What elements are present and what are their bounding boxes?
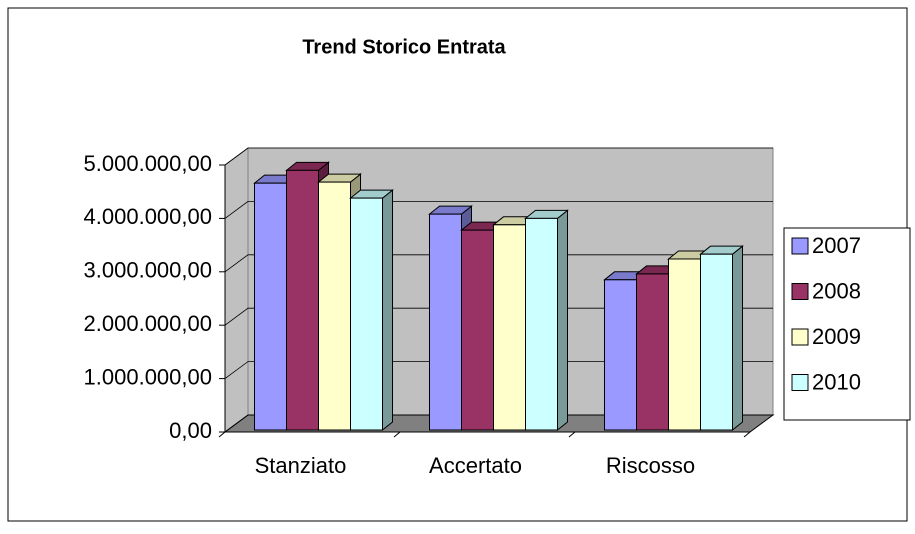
x-tick-label: Riscosso — [606, 453, 695, 478]
y-tick-label: 3.000.000,00 — [84, 258, 212, 283]
legend-swatch — [791, 283, 809, 300]
y-tick-label: 0,00 — [169, 418, 212, 443]
legend-label: 2010 — [812, 369, 861, 394]
y-tick-label: 2.000.000,00 — [84, 311, 212, 336]
chart-title: Trend Storico Entrata — [302, 36, 506, 58]
grid-line — [224, 361, 773, 379]
bar-side-shade — [732, 246, 743, 430]
x-tick — [743, 431, 751, 438]
bar — [525, 217, 558, 431]
legend-label: 2009 — [812, 324, 861, 349]
side-wall — [224, 147, 249, 433]
legend-label: 2007 — [812, 233, 861, 258]
x-tick — [393, 431, 401, 438]
bar — [429, 213, 462, 431]
legend-swatch — [791, 374, 809, 391]
y-tick-label: 5.000.000,00 — [84, 151, 212, 176]
bar-top-shade — [429, 206, 472, 215]
bar — [254, 182, 287, 431]
bar-top-shade — [525, 210, 568, 219]
bar — [636, 273, 669, 431]
grid-line — [224, 307, 773, 326]
grid-line — [224, 254, 773, 273]
bar — [668, 258, 701, 431]
bar-side-shade — [382, 190, 393, 430]
grid-line — [224, 414, 773, 433]
bar — [493, 224, 526, 431]
bar — [700, 253, 733, 431]
legend-swatch — [791, 237, 809, 255]
bar — [286, 169, 319, 431]
y-tick-label: 4.000.000,00 — [84, 204, 212, 229]
bar-top-shade — [286, 162, 329, 171]
bar-top-shade — [700, 246, 743, 255]
grid-line — [224, 200, 773, 219]
bar — [350, 197, 383, 431]
x-tick-label: Accertato — [429, 453, 522, 478]
bar — [604, 279, 637, 431]
bar — [318, 181, 351, 431]
bar — [461, 229, 494, 431]
x-tick — [568, 431, 576, 438]
bar-top-shade — [350, 190, 393, 199]
legend-swatch — [791, 328, 809, 346]
bar-side-shade — [557, 210, 568, 430]
grid-line — [224, 147, 773, 166]
y-tick-label: 1.000.000,00 — [84, 364, 212, 389]
x-tick — [218, 431, 226, 438]
bar-top-shade — [318, 174, 361, 183]
x-tick-label: Stanziato — [255, 453, 347, 478]
legend-label: 2008 — [812, 278, 861, 303]
